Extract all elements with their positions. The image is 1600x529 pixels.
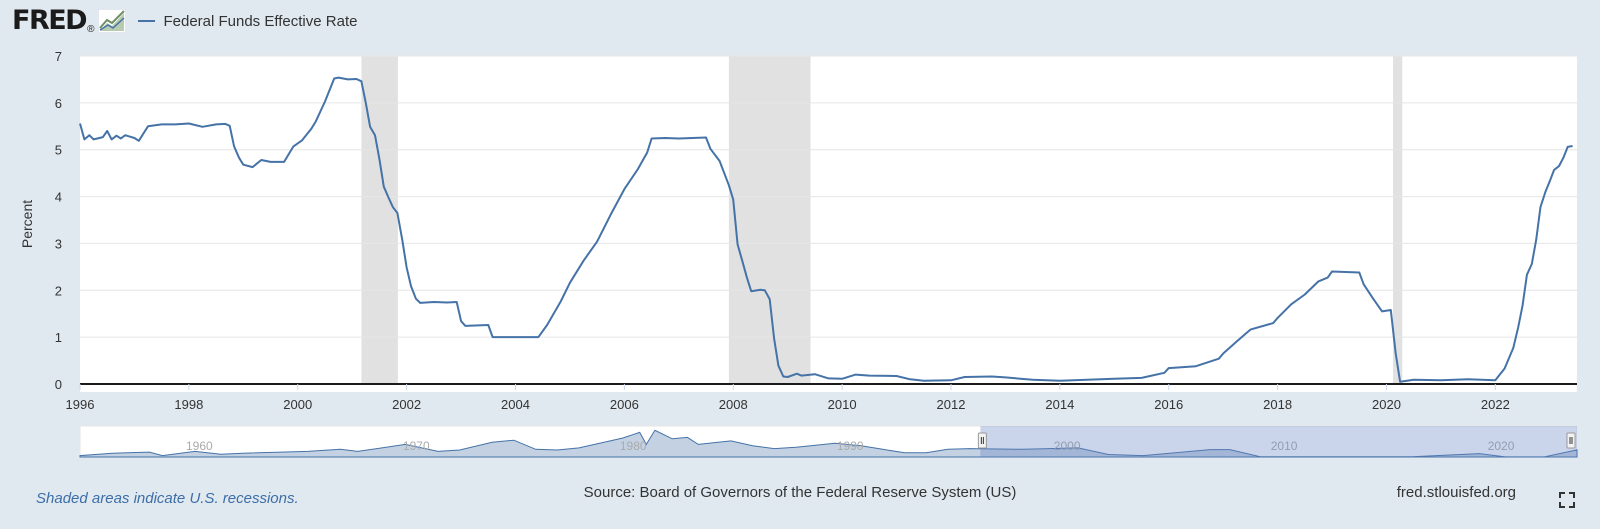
x-tick-label: 2014 (1045, 397, 1074, 412)
x-tick-label: 2002 (392, 397, 421, 412)
navigator-tick-label: 1970 (403, 439, 430, 453)
x-tick-label: 2000 (283, 397, 312, 412)
navigator-series-area (79, 429, 1578, 458)
y-tick-label: 2 (55, 283, 62, 298)
navigator-tick-label: 1960 (186, 439, 213, 453)
navigator-tick-label: 1990 (837, 439, 864, 453)
header: FRED ® Federal Funds Effective Rate (12, 6, 357, 36)
legend[interactable]: Federal Funds Effective Rate (138, 13, 357, 30)
x-tick-label: 2004 (501, 397, 530, 412)
site-link[interactable]: fred.stlouisfed.org (1396, 484, 1516, 501)
x-tick-label: 2012 (937, 397, 966, 412)
x-tick-label: 2006 (610, 397, 639, 412)
y-tick-label: 0 (55, 377, 62, 392)
navigator-handle-left[interactable] (977, 432, 987, 449)
logo-registered-mark: ® (87, 23, 95, 35)
y-tick-label: 4 (55, 190, 62, 205)
x-tick-label: 2018 (1263, 397, 1292, 412)
y-tick-label: 5 (55, 143, 62, 158)
x-tick-label: 2008 (719, 397, 748, 412)
y-tick-label: 7 (55, 49, 62, 64)
navigator-tick-label: 2020 (1488, 439, 1515, 453)
navigator-tick-label: 1980 (620, 439, 647, 453)
range-navigator[interactable]: 1960 1970 1980 1990 2000 2010 2020 (79, 425, 1578, 458)
recession-note: Shaded areas indicate U.S. recessions. (36, 490, 299, 507)
grid-lines (80, 55, 1577, 338)
y-tick-label: 6 (55, 96, 62, 111)
x-tick-label: 2020 (1372, 397, 1401, 412)
fred-logo[interactable]: FRED (12, 5, 88, 36)
legend-line-swatch (138, 20, 156, 22)
x-tick-label: 2010 (828, 397, 857, 412)
y-axis-label: Percent (19, 200, 35, 248)
navigator-tick-label: 2000 (1054, 439, 1081, 453)
source-text: Source: Board of Governors of the Federa… (583, 484, 1017, 501)
fred-graph-icon (98, 9, 127, 33)
x-tick-label: 2022 (1481, 397, 1510, 412)
x-tick-label: 1996 (66, 397, 95, 412)
x-tick-label: 2016 (1154, 397, 1183, 412)
navigator-handle-right[interactable] (1566, 432, 1576, 449)
series-line-federal-funds-rate[interactable] (79, 76, 1573, 383)
x-tick-label: 1998 (174, 397, 203, 412)
fullscreen-icon[interactable] (1559, 492, 1575, 508)
y-tick-label: 1 (55, 330, 62, 345)
recession-band (728, 56, 811, 384)
legend-label: Federal Funds Effective Rate (163, 12, 358, 30)
plot-background (80, 56, 1577, 392)
y-axis: 0 1 2 3 4 5 6 7 (55, 49, 62, 392)
recession-band (1393, 56, 1403, 384)
x-axis: 1996 1998 2000 2002 2004 2006 2008 2010 2012 2014… (66, 383, 1577, 412)
navigator-selected-range[interactable] (980, 426, 1577, 457)
y-tick-label: 3 (55, 236, 62, 251)
navigator-tick-label: 2010 (1271, 439, 1298, 453)
chart-svg: 1996 1998 2000 2002 2004 2006 2008 2010 2012 2014… (19, 49, 1578, 458)
series-group (79, 76, 1573, 383)
